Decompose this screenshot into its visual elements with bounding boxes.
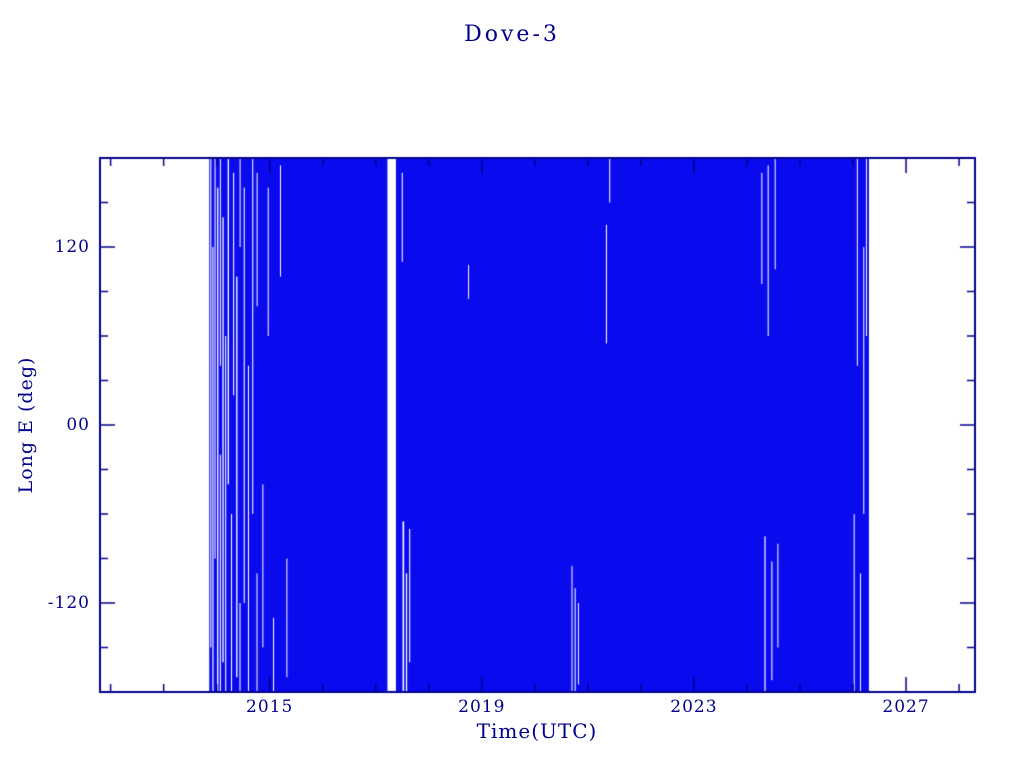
x-tick-label: 2027	[882, 697, 930, 717]
x-tick-label: 2015	[246, 697, 294, 717]
y-tick-label: 00	[66, 415, 90, 435]
chart-title: Dove-3	[464, 22, 560, 47]
x-tick-label: 2019	[458, 697, 506, 717]
y-tick-label: -120	[47, 593, 90, 613]
y-tick-label: 120	[54, 237, 90, 257]
x-axis-label: Time(UTC)	[476, 719, 598, 743]
x-tick-label: 2023	[670, 697, 718, 717]
